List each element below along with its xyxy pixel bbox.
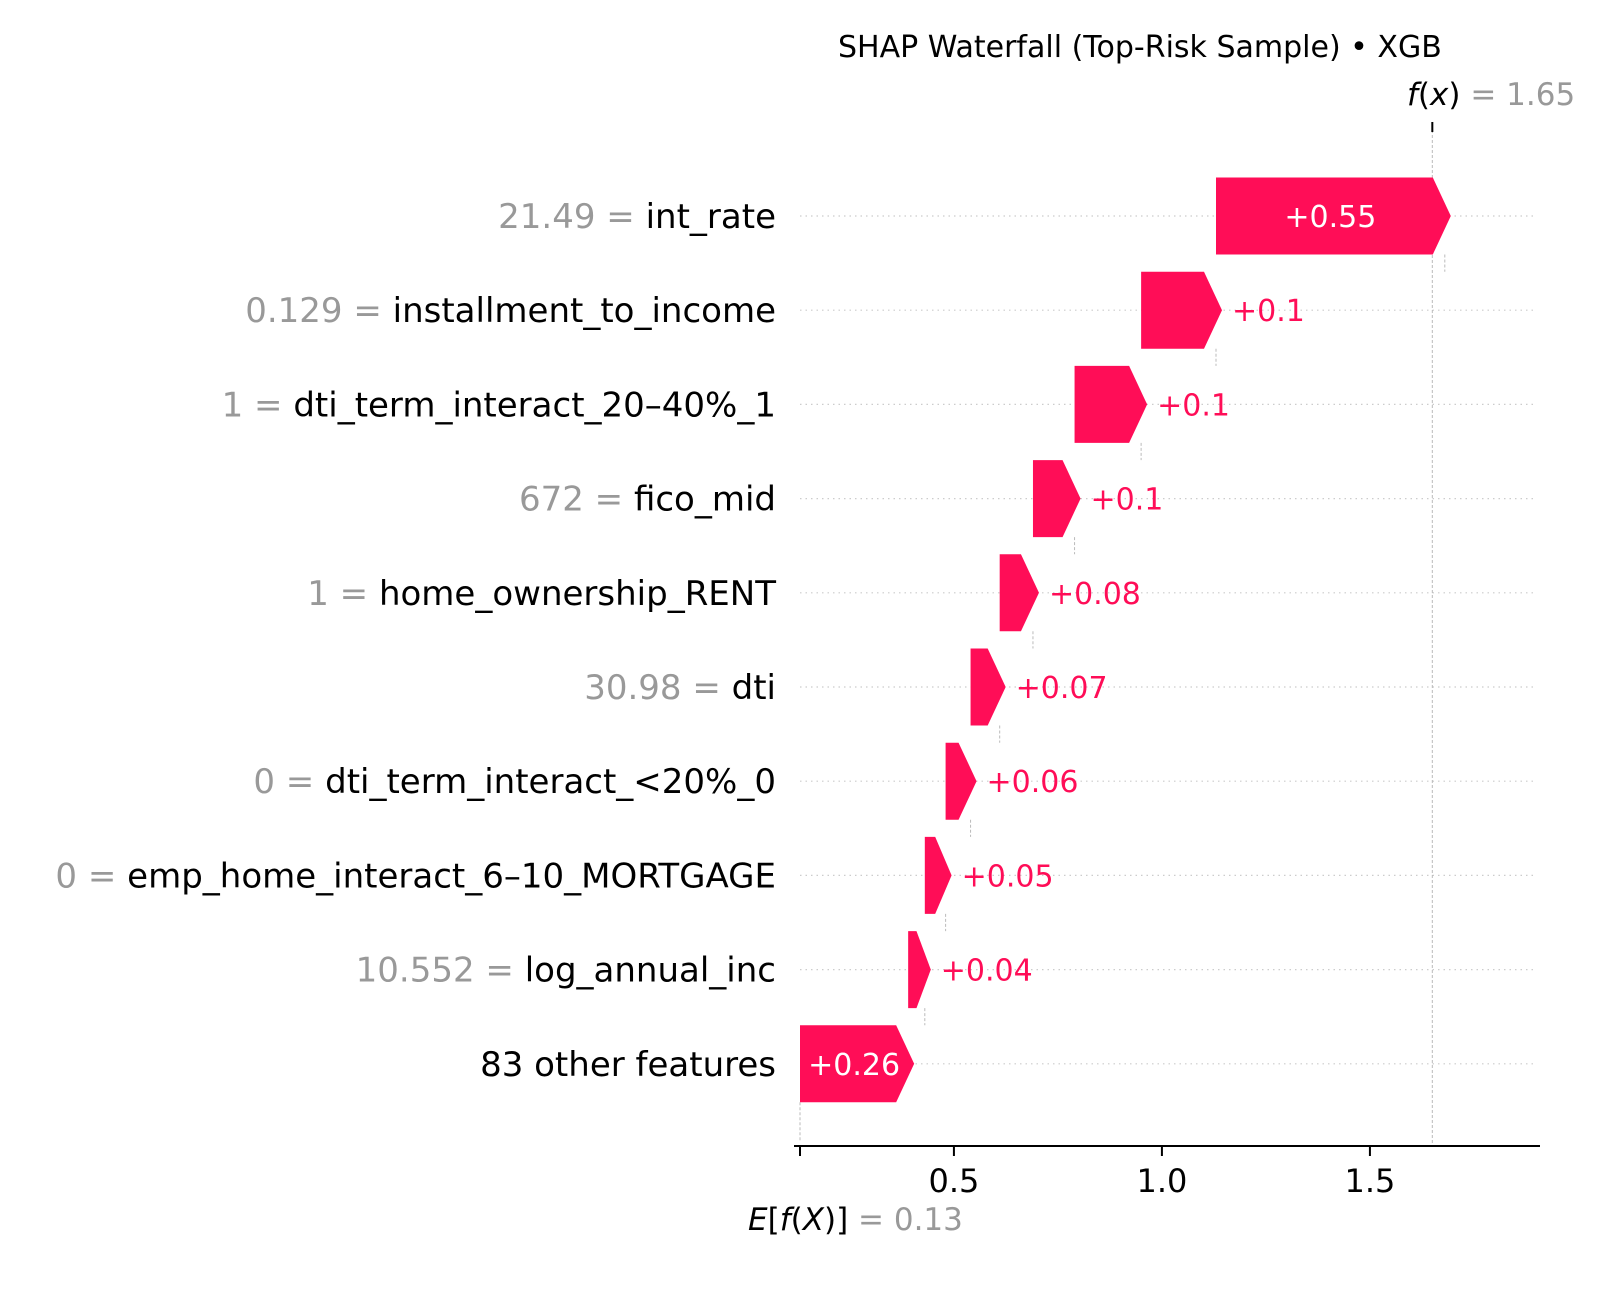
feature-label: 1 = home_ownership_RENT — [307, 574, 776, 614]
contribution-bar — [970, 648, 1006, 726]
connector-lines — [799, 130, 1446, 1144]
contribution-label: +0.1 — [1091, 483, 1164, 518]
feature-label: 30.98 = dti — [584, 668, 776, 708]
contribution-bar — [945, 742, 977, 820]
contribution-bar — [924, 836, 952, 914]
contribution-bar — [1216, 177, 1451, 255]
feature-label: 21.49 = int_rate — [498, 197, 776, 237]
contribution-bar — [908, 931, 931, 1009]
x-tick-label: 0.5 — [928, 1162, 979, 1200]
contribution-bars — [800, 177, 1451, 1103]
feature-label: 83 other features — [480, 1045, 776, 1085]
feature-label: 0 = emp_home_interact_6–10_MORTGAGE — [55, 856, 776, 896]
output-axis: f(x) = 1.65 — [1407, 77, 1575, 132]
contribution-bar — [800, 1025, 915, 1103]
base-value-label: E[f(X)] = 0.13 — [748, 1202, 963, 1238]
contribution-label: +0.26 — [808, 1048, 900, 1083]
feature-label: 0 = dti_term_interact_<20%_0 — [253, 762, 776, 802]
contribution-label: +0.55 — [1284, 200, 1376, 235]
output-value-label: f(x) = 1.65 — [1407, 77, 1575, 113]
feature-label: 10.552 = log_annual_inc — [356, 951, 776, 991]
feature-labels: 21.49 = int_rate 0.129 = installment_to_i… — [55, 197, 776, 1085]
contribution-label: +0.08 — [1049, 577, 1141, 612]
contribution-label: +0.05 — [962, 859, 1054, 894]
contribution-bar — [1141, 271, 1222, 349]
feature-label: 0.129 = installment_to_income — [245, 291, 776, 331]
x-tick-label: 1.5 — [1344, 1162, 1395, 1200]
contribution-bar — [1032, 460, 1081, 538]
contribution-label: +0.06 — [987, 765, 1079, 800]
x-axis: 0.5 1.0 1.5 E[f(X)] = 0.13 — [748, 1145, 1540, 1238]
contribution-bar — [1074, 365, 1148, 443]
contribution-label: +0.07 — [1016, 671, 1108, 706]
chart-title: SHAP Waterfall (Top-Risk Sample) • XGB — [838, 30, 1442, 65]
contribution-label: +0.1 — [1157, 388, 1230, 423]
feature-label: 672 = fico_mid — [519, 480, 776, 520]
contribution-bar — [999, 554, 1039, 632]
contribution-label: +0.1 — [1232, 294, 1305, 329]
contribution-labels: +0.55 +0.1 +0.1 +0.1 +0.08 +0.07 +0.06 +0.05 +0.… — [808, 200, 1376, 1083]
contribution-label: +0.04 — [941, 954, 1033, 989]
feature-label: 1 = dti_term_interact_20–40%_1 — [222, 385, 776, 425]
x-tick-label: 1.0 — [1136, 1162, 1187, 1200]
